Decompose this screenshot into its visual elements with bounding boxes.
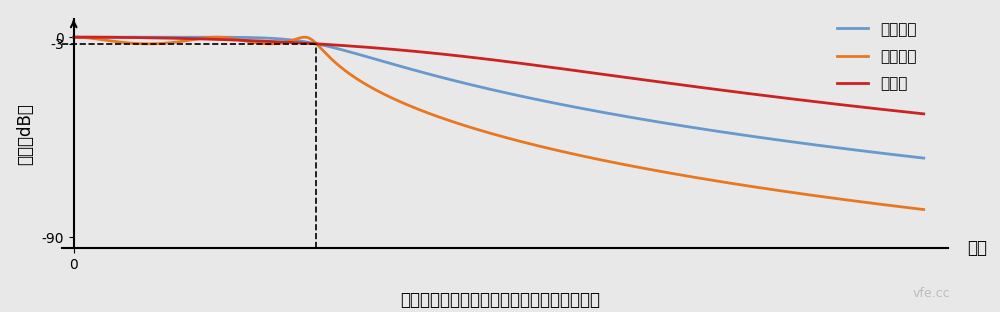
切比雪夫 (918, 208, 930, 212)
貝塞爾 (918, 112, 930, 116)
巴特沃斯 (918, 156, 930, 160)
切比雪夫 (210, 35, 222, 39)
巴特沃斯 (893, 154, 905, 157)
貝塞爾 (893, 109, 905, 113)
切比雪夫 (459, 124, 471, 128)
Legend: 巴特沃斯, 切比雪夫, 貝塞爾: 巴特沃斯, 切比雪夫, 貝塞爾 (831, 16, 923, 97)
Text: 巴特沃斯、切比雪夫、貝塞爾濾波器幅頻特性: 巴特沃斯、切比雪夫、貝塞爾濾波器幅頻特性 (400, 291, 600, 309)
巴特沃斯 (481, 87, 493, 90)
巴特沃斯 (893, 153, 905, 157)
巴特沃斯 (111, 35, 123, 39)
巴特沃斯 (459, 81, 471, 85)
切比雪夫 (482, 131, 494, 134)
貝塞爾 (111, 36, 123, 39)
貝塞爾 (459, 55, 471, 58)
Line: 巴特沃斯: 巴特沃斯 (74, 37, 924, 158)
貝塞爾 (893, 109, 905, 113)
巴特沃斯 (737, 133, 749, 137)
切比雪夫 (893, 205, 905, 208)
Text: 頻率: 頻率 (967, 239, 987, 257)
切比雪夫 (737, 183, 749, 187)
切比雪夫 (893, 205, 905, 208)
切比雪夫 (68, 35, 80, 39)
Line: 貝塞爾: 貝塞爾 (74, 37, 924, 114)
貝塞爾 (481, 57, 493, 61)
貝塞爾 (737, 91, 749, 95)
Text: vfe.cc: vfe.cc (912, 286, 950, 300)
切比雪夫 (111, 40, 123, 44)
Y-axis label: 幅值（dB）: 幅值（dB） (17, 103, 35, 165)
貝塞爾 (68, 35, 80, 39)
Line: 切比雪夫: 切比雪夫 (74, 37, 924, 210)
巴特沃斯 (68, 35, 80, 39)
